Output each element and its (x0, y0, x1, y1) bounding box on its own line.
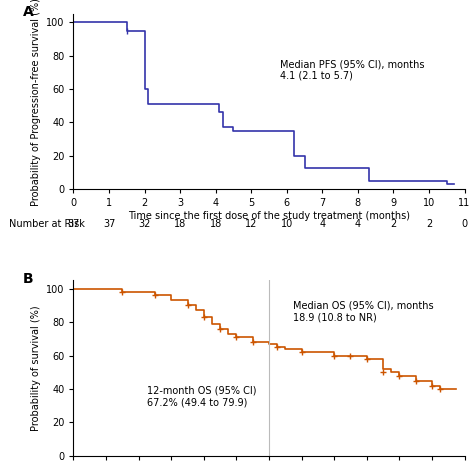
Text: A: A (23, 5, 33, 19)
Text: Median PFS (95% CI), months
4.1 (2.1 to 5.7): Median PFS (95% CI), months 4.1 (2.1 to … (280, 59, 424, 80)
Text: 2: 2 (426, 219, 432, 229)
Text: 12-month OS (95% CI)
67.2% (49.4 to 79.9): 12-month OS (95% CI) 67.2% (49.4 to 79.9… (147, 385, 256, 407)
Text: 4: 4 (319, 219, 325, 229)
X-axis label: Time since the first dose of the study treatment (months): Time since the first dose of the study t… (128, 211, 410, 221)
Text: 18: 18 (174, 219, 186, 229)
Text: 32: 32 (138, 219, 151, 229)
Text: Number at Risk: Number at Risk (9, 219, 85, 229)
Text: 0: 0 (462, 219, 467, 229)
Text: 4: 4 (355, 219, 361, 229)
Text: 18: 18 (210, 219, 222, 229)
Text: 10: 10 (281, 219, 293, 229)
Text: 12: 12 (245, 219, 257, 229)
Text: 37: 37 (67, 219, 80, 229)
Text: Median OS (95% CI), months
18.9 (10.8 to NR): Median OS (95% CI), months 18.9 (10.8 to… (293, 300, 434, 322)
Y-axis label: Probability of Progression-free survival (%): Probability of Progression-free survival… (30, 0, 40, 206)
Text: B: B (23, 272, 33, 286)
Text: 37: 37 (103, 219, 115, 229)
Text: 2: 2 (390, 219, 397, 229)
Y-axis label: Probability of survival (%): Probability of survival (%) (30, 305, 40, 431)
